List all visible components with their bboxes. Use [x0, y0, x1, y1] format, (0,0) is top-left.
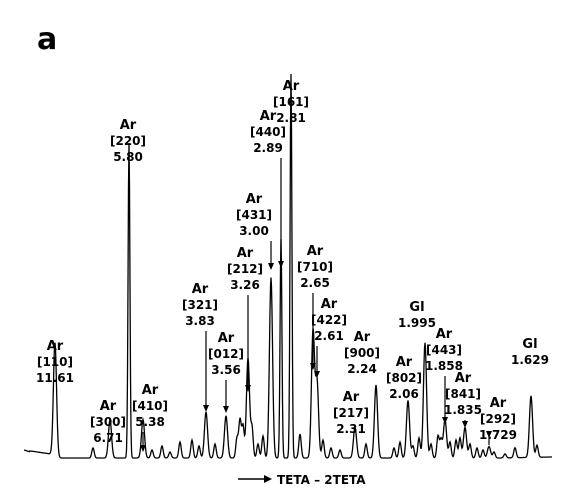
diffraction-trace: [23, 73, 552, 459]
peak-d: 1.858: [425, 359, 463, 373]
peak-phase: Ar: [120, 118, 137, 133]
peak-label-20: Gl1.629: [511, 337, 549, 367]
peak-phase: Ar: [343, 390, 360, 405]
peak-phase: Gl: [409, 300, 424, 315]
peak-hkl: [440]: [250, 125, 286, 139]
peak-d: 6.71: [93, 431, 123, 445]
peak-phase: Ar: [218, 331, 235, 346]
peak-arrow-icon: [310, 363, 316, 370]
x-axis-label: TETA – 2TETA: [277, 473, 366, 487]
peak-hkl: [802]: [386, 371, 422, 385]
peak-label-2: Ar[300] 6.71: [90, 399, 126, 445]
peak-phase: Ar: [455, 371, 472, 386]
peak-hkl: [220]: [110, 134, 146, 148]
peak-d: 2.89: [253, 141, 283, 155]
peak-d: 3.56: [211, 363, 241, 377]
peak-hkl: [321]: [182, 298, 218, 312]
peak-hkl: [292]: [480, 412, 516, 426]
peak-phase: Gl: [522, 337, 537, 352]
peak-arrow-icon: [203, 405, 209, 412]
peak-arrow-icon: [223, 406, 229, 413]
peak-hkl: [900]: [344, 346, 380, 360]
peak-phase: Ar: [260, 109, 277, 124]
peak-phase: Ar: [283, 79, 300, 94]
peak-hkl: [841]: [445, 387, 481, 401]
peak-phase: Ar: [100, 399, 117, 414]
peak-phase: Ar: [354, 330, 371, 345]
peak-label-5: Ar[321] 3.83: [182, 282, 218, 412]
peak-hkl: [300]: [90, 415, 126, 429]
peak-arrow-icon: [462, 421, 468, 428]
peak-label-15: Ar[802] 2.06: [386, 355, 422, 401]
peak-arrow-icon: [278, 261, 284, 268]
peak-d: 11.61: [36, 371, 74, 385]
axis-direction-arrow-icon: [264, 475, 272, 483]
peak-arrow-icon: [486, 431, 492, 438]
peak-label-4: Ar[410] 5.38: [132, 383, 168, 452]
peak-arrow-icon: [245, 385, 251, 392]
peak-hkl: [410]: [132, 399, 168, 413]
peak-label-9: Ar[440] 2.89: [250, 109, 286, 268]
peak-hkl: [161]: [273, 95, 309, 109]
peak-d: 3.26: [230, 278, 260, 292]
peak-arrow-icon: [140, 445, 146, 452]
peak-hkl: [110]: [37, 355, 73, 369]
peak-hkl: [212]: [227, 262, 263, 276]
peak-d: 2.24: [347, 362, 377, 376]
peak-hkl: [710]: [297, 260, 333, 274]
peak-label-19: Ar[292] 1.729: [479, 396, 517, 445]
peak-label-17: Ar[443] 1.858: [425, 327, 463, 424]
peak-label-8: Ar[431]3.00: [236, 192, 274, 270]
peak-hkl: [422]: [311, 313, 347, 327]
peak-label-14: Ar[217] 2.31: [333, 390, 369, 436]
peak-phase: Ar: [47, 339, 64, 354]
peak-hkl: [443]: [426, 343, 462, 357]
peak-label-7: Ar[212] 3.26: [227, 246, 263, 392]
peak-arrow-icon: [268, 263, 274, 270]
peak-d: 2.06: [389, 387, 419, 401]
peak-arrow-icon: [314, 371, 320, 378]
peak-label-10: Ar[161] 2.81: [273, 79, 309, 125]
peak-label-6: Ar[012] 3.56: [208, 331, 244, 413]
peak-phase: Ar: [237, 246, 254, 261]
peak-hkl: [431]: [236, 208, 272, 222]
peak-d: 1.995: [398, 316, 436, 330]
peak-label-12: Ar[422] 2.61: [311, 297, 347, 378]
peak-phase: Ar: [307, 244, 324, 259]
peak-label-13: Ar[900] 2.24: [344, 330, 380, 376]
peak-phase: Ar: [436, 327, 453, 342]
peak-d: 5.80: [113, 150, 143, 164]
peak-label-1: Ar[110] 11.61: [36, 339, 74, 385]
peak-d: 1.629: [511, 353, 549, 367]
panel-label: a: [37, 22, 57, 57]
peak-phase: Ar: [246, 192, 263, 207]
peak-arrow-icon: [442, 417, 448, 424]
peak-hkl: [012]: [208, 347, 244, 361]
peak-phase: Ar: [396, 355, 413, 370]
peak-d: 2.65: [300, 276, 330, 290]
peak-label-3: Ar[220] 5.80: [110, 118, 146, 164]
peak-hkl: [217]: [333, 406, 369, 420]
peak-label-16: Gl1.995: [398, 300, 436, 330]
peak-d: 2.81: [276, 111, 306, 125]
peak-d: 1.835: [444, 403, 482, 417]
peak-d: 5.38: [135, 415, 165, 429]
peak-d: 2.31: [336, 422, 366, 436]
peak-label-18: Ar[841] 1.835: [444, 371, 482, 428]
peak-phase: Ar: [142, 383, 159, 398]
peak-phase: Ar: [321, 297, 338, 312]
peak-label-11: Ar[710] 2.65: [297, 244, 333, 370]
peak-phase: Ar: [192, 282, 209, 297]
peak-d: 2.61: [314, 329, 344, 343]
peak-phase: Ar: [490, 396, 507, 411]
peak-d: 3.00: [239, 224, 269, 238]
peak-d: 3.83: [185, 314, 215, 328]
peak-d: 1.729: [479, 428, 517, 442]
